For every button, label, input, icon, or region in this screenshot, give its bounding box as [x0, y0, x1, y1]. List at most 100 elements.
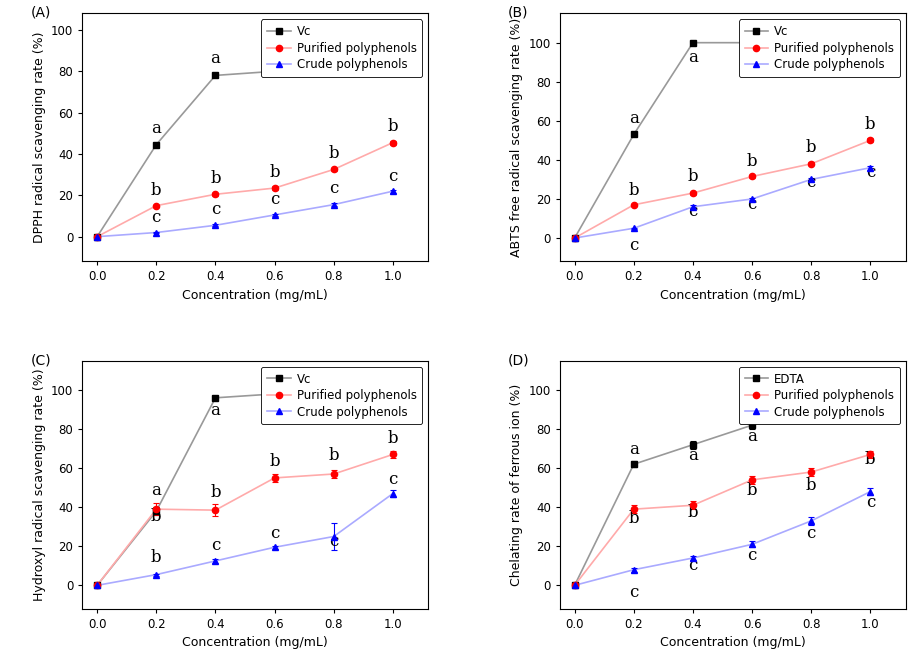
Legend: EDTA, Purified polyphenols, Crude polyphenols: EDTA, Purified polyphenols, Crude polyph…	[738, 367, 900, 425]
Text: c: c	[270, 191, 279, 207]
Text: c: c	[388, 471, 397, 488]
Crude polyphenols	[387, 490, 398, 498]
Text: b: b	[151, 508, 162, 524]
Text: a: a	[270, 397, 279, 413]
Text: a: a	[210, 50, 221, 67]
Text: a: a	[388, 393, 398, 409]
Vc	[687, 39, 698, 47]
Purified polyphenols	[747, 173, 758, 181]
EDTA	[806, 392, 817, 400]
Purified polyphenols	[629, 201, 640, 209]
Text: a: a	[688, 49, 698, 66]
Legend: Vc, Purified polyphenols, Crude polyphenols: Vc, Purified polyphenols, Crude polyphen…	[261, 367, 423, 425]
Purified polyphenols	[747, 476, 758, 484]
X-axis label: Concentration (mg/mL): Concentration (mg/mL)	[660, 636, 806, 650]
Purified polyphenols	[806, 468, 817, 476]
Crude polyphenols	[328, 533, 339, 541]
EDTA	[629, 460, 640, 468]
Text: b: b	[687, 169, 698, 185]
Text: b: b	[629, 182, 639, 199]
Purified polyphenols	[387, 138, 398, 147]
Line: Vc: Vc	[94, 387, 396, 589]
Y-axis label: DPPH radical scavenging rate (%): DPPH radical scavenging rate (%)	[33, 31, 46, 243]
Crude polyphenols	[865, 164, 876, 172]
Purified polyphenols	[687, 189, 698, 197]
Purified polyphenols	[569, 234, 580, 242]
Text: a: a	[151, 482, 161, 499]
Crude polyphenols	[865, 488, 876, 496]
Vc	[92, 233, 102, 241]
Crude polyphenols	[151, 229, 162, 237]
Crude polyphenols	[806, 175, 817, 183]
Text: b: b	[328, 145, 339, 163]
Text: b: b	[747, 153, 758, 170]
Text: c: c	[866, 494, 875, 511]
Text: c: c	[329, 533, 339, 550]
Vc	[151, 140, 162, 149]
Y-axis label: ABTS free radical scavenging rate (%): ABTS free radical scavenging rate (%)	[510, 18, 523, 257]
Text: c: c	[388, 168, 397, 185]
Vc	[269, 390, 280, 398]
Text: b: b	[747, 482, 758, 499]
Vc	[210, 394, 221, 402]
Text: a: a	[629, 442, 639, 458]
X-axis label: Concentration (mg/mL): Concentration (mg/mL)	[182, 289, 328, 302]
Y-axis label: Hydroxyl radical scavenging rate (%): Hydroxyl radical scavenging rate (%)	[33, 369, 46, 601]
Text: c: c	[688, 557, 697, 573]
Line: Crude polyphenols: Crude polyphenols	[94, 188, 396, 240]
Text: a: a	[688, 448, 698, 464]
Crude polyphenols	[92, 581, 102, 589]
Line: Crude polyphenols: Crude polyphenols	[572, 488, 874, 589]
Vc	[569, 234, 580, 242]
Text: (A): (A)	[30, 6, 51, 20]
Vc	[806, 39, 817, 47]
Text: c: c	[630, 584, 639, 601]
Text: b: b	[388, 429, 398, 447]
Crude polyphenols	[210, 221, 221, 229]
Purified polyphenols	[569, 581, 580, 589]
Vc	[629, 130, 640, 138]
Crude polyphenols	[687, 203, 698, 211]
Text: a: a	[866, 49, 876, 66]
X-axis label: Concentration (mg/mL): Concentration (mg/mL)	[182, 636, 328, 650]
Purified polyphenols	[687, 501, 698, 509]
Line: Purified polyphenols: Purified polyphenols	[94, 452, 396, 589]
Crude polyphenols	[569, 234, 580, 242]
Line: EDTA: EDTA	[572, 387, 874, 589]
Text: a: a	[388, 35, 398, 53]
Crude polyphenols	[569, 581, 580, 589]
Line: Purified polyphenols: Purified polyphenols	[572, 452, 874, 589]
Text: c: c	[329, 181, 339, 197]
Line: Vc: Vc	[572, 39, 874, 241]
Vc	[328, 65, 339, 73]
Text: b: b	[210, 170, 221, 187]
Text: a: a	[328, 397, 339, 413]
Text: b: b	[151, 183, 162, 199]
Text: b: b	[806, 476, 816, 494]
Line: Purified polyphenols: Purified polyphenols	[94, 139, 396, 240]
EDTA	[865, 386, 876, 394]
Crude polyphenols	[629, 224, 640, 232]
EDTA	[687, 441, 698, 449]
EDTA	[747, 421, 758, 429]
Crude polyphenols	[269, 211, 280, 219]
Crude polyphenols	[687, 554, 698, 562]
Text: a: a	[748, 427, 757, 445]
Text: b: b	[210, 484, 221, 501]
Text: c: c	[630, 237, 639, 254]
Purified polyphenols	[629, 505, 640, 513]
Text: (B): (B)	[508, 6, 529, 20]
Legend: Vc, Purified polyphenols, Crude polyphenols: Vc, Purified polyphenols, Crude polyphen…	[261, 19, 423, 77]
Line: Crude polyphenols: Crude polyphenols	[94, 490, 396, 589]
Text: b: b	[388, 118, 398, 135]
Vc	[210, 72, 221, 80]
Vc	[865, 39, 876, 47]
Purified polyphenols	[151, 505, 162, 513]
Crude polyphenols	[629, 566, 640, 574]
Crude polyphenols	[747, 541, 758, 549]
Text: b: b	[269, 453, 280, 470]
Text: c: c	[688, 203, 697, 221]
Line: Vc: Vc	[94, 58, 396, 240]
Text: c: c	[270, 525, 279, 543]
Purified polyphenols	[269, 184, 280, 192]
